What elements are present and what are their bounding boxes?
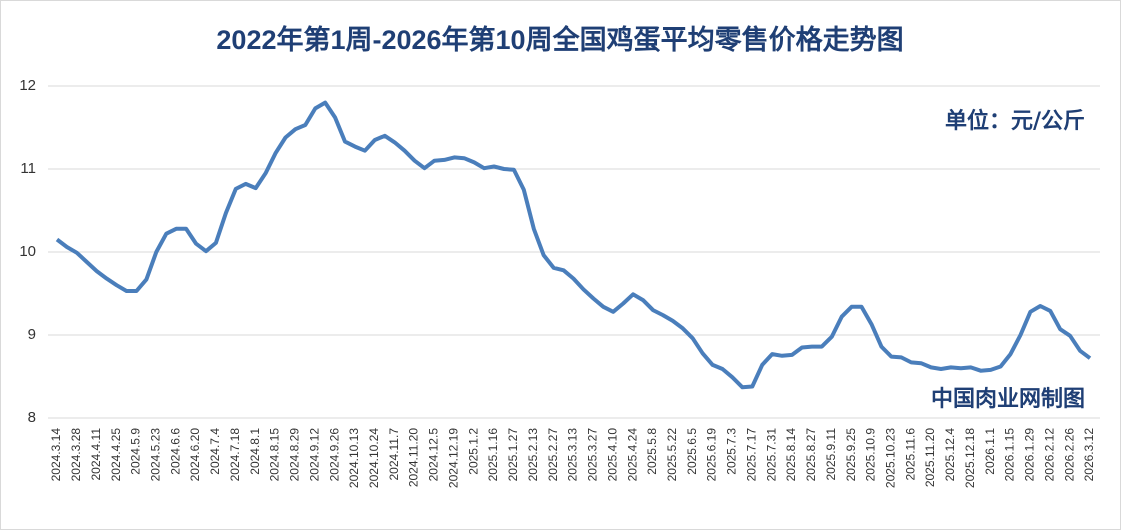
x-tick-label: 2024.10.24 [367,428,381,488]
x-tick-label: 2025.6.5 [685,428,699,475]
x-tick-label: 2024.7.18 [228,428,242,482]
y-tick-label: 10 [19,243,36,260]
x-tick-label: 2024.3.14 [49,428,63,482]
x-tick-label: 2024.8.1 [248,428,262,475]
source-note: 中国肉业网制图 [931,386,1085,412]
x-tick-label: 2024.8.15 [268,428,282,482]
x-tick-label: 2026.1.15 [1003,428,1017,482]
x-tick-label: 2024.11.7 [387,428,401,481]
y-tick-label: 11 [20,160,36,177]
x-tick-label: 2025.2.27 [546,428,560,482]
x-tick-label: 2026.3.12 [1082,428,1096,482]
x-tick-label: 2026.2.26 [1062,428,1076,482]
x-tick-label: 2025.12.18 [963,428,977,488]
x-tick-label: 2025.8.27 [804,428,818,482]
x-tick-label: 2025.4.24 [625,428,639,482]
x-tick-label: 2025.3.13 [566,428,580,482]
series-line [55,100,1092,390]
x-tick-label: 2025.1.2 [466,428,480,475]
x-tick-label: 2026.1.1 [983,428,997,475]
x-tick-label: 2025.7.31 [764,428,778,482]
x-tick-label: 2024.5.23 [148,428,162,482]
x-tick-label: 2025.9.25 [844,428,858,482]
x-tick-label: 2025.7.17 [744,428,758,482]
chart-title: 2022年第1周-2026年第10周全国鸡蛋平均零售价格走势图 [216,24,903,55]
y-tick-label: 12 [19,77,36,94]
x-tick-label: 2025.8.14 [784,428,798,482]
x-tick-label: 2025.3.27 [586,428,600,482]
y-tick-label: 9 [28,326,36,343]
x-tick-label: 2024.9.12 [307,428,321,482]
x-tick-label: 2025.2.13 [526,428,540,482]
x-tick-label: 2025.1.16 [486,428,500,482]
y-tick-label: 8 [28,409,36,426]
x-tick-label: 2024.9.26 [327,428,341,482]
x-tick-label: 2024.3.28 [69,428,83,482]
x-tick-label: 2025.11.20 [923,428,937,487]
x-tick-label: 2024.10.13 [347,428,361,488]
x-tick-label: 2024.4.11 [89,428,103,481]
x-tick-label: 2025.9.11 [824,428,838,481]
unit-note: 单位：元/公斤 [945,108,1085,134]
x-tick-label: 2026.1.29 [1023,428,1037,482]
x-tick-label: 2025.10.9 [864,428,878,482]
x-tick-label: 2025.12.4 [943,428,957,482]
x-tick-label: 2025.6.19 [705,428,719,482]
x-tick-label: 2025.5.8 [645,428,659,475]
x-tick-label: 2024.11.20 [407,428,421,487]
x-tick-label: 2024.12.19 [446,428,460,488]
x-tick-label: 2024.5.9 [129,428,143,475]
x-tick-label: 2025.5.22 [665,428,679,482]
x-tick-label: 2024.4.25 [109,428,123,482]
x-tick-label: 2026.2.12 [1042,428,1056,482]
x-tick-label: 2025.11.6 [903,428,917,481]
x-tick-label: 2025.10.23 [884,428,898,488]
x-tick-label: 2024.6.6 [168,428,182,475]
x-tick-label: 2024.6.20 [188,428,202,482]
x-tick-label: 2024.7.4 [208,428,222,475]
x-tick-label: 2025.4.10 [605,428,619,482]
x-tick-label: 2025.1.27 [506,428,520,482]
x-tick-label: 2025.7.3 [725,428,739,475]
x-tick-label: 2024.12.5 [427,428,441,482]
x-tick-label: 2024.8.29 [288,428,302,482]
